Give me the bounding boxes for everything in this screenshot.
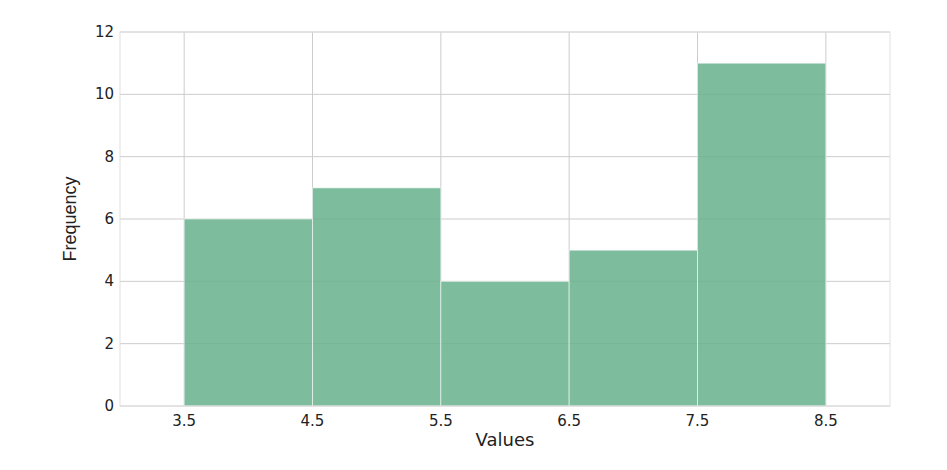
y-tick-label: 6 (104, 210, 114, 228)
histogram-bar (313, 188, 441, 406)
y-tick-label: 10 (95, 85, 114, 103)
x-tick-label: 7.5 (686, 412, 710, 430)
grid (120, 32, 890, 406)
x-tick-label: 3.5 (172, 412, 196, 430)
chart-svg: 0 2 4 6 8 10 12 3.5 4.5 5.5 6.5 7.5 8.5 Values Frequen… (0, 0, 947, 470)
x-tick-label: 6.5 (557, 412, 581, 430)
plot-frame (120, 32, 890, 406)
histogram-bar (569, 250, 697, 406)
bars (184, 63, 826, 406)
histogram-bar (184, 219, 312, 406)
histogram-bar (441, 281, 569, 406)
y-tick-label: 12 (95, 23, 114, 41)
x-tick-label: 8.5 (814, 412, 838, 430)
y-tick-label: 8 (104, 148, 114, 166)
x-tick-label: 5.5 (429, 412, 453, 430)
y-axis-label: Frequency (60, 176, 80, 261)
histogram-bar (698, 63, 826, 406)
y-tick-label: 4 (104, 272, 114, 290)
y-tick-label: 0 (104, 397, 114, 415)
plot-background (120, 32, 890, 406)
y-tick-label: 2 (104, 335, 114, 353)
chart-container: 0 2 4 6 8 10 12 3.5 4.5 5.5 6.5 7.5 8.5 Values Frequen… (0, 0, 947, 470)
x-axis-label: Values (476, 429, 535, 450)
x-tick-label: 4.5 (301, 412, 325, 430)
